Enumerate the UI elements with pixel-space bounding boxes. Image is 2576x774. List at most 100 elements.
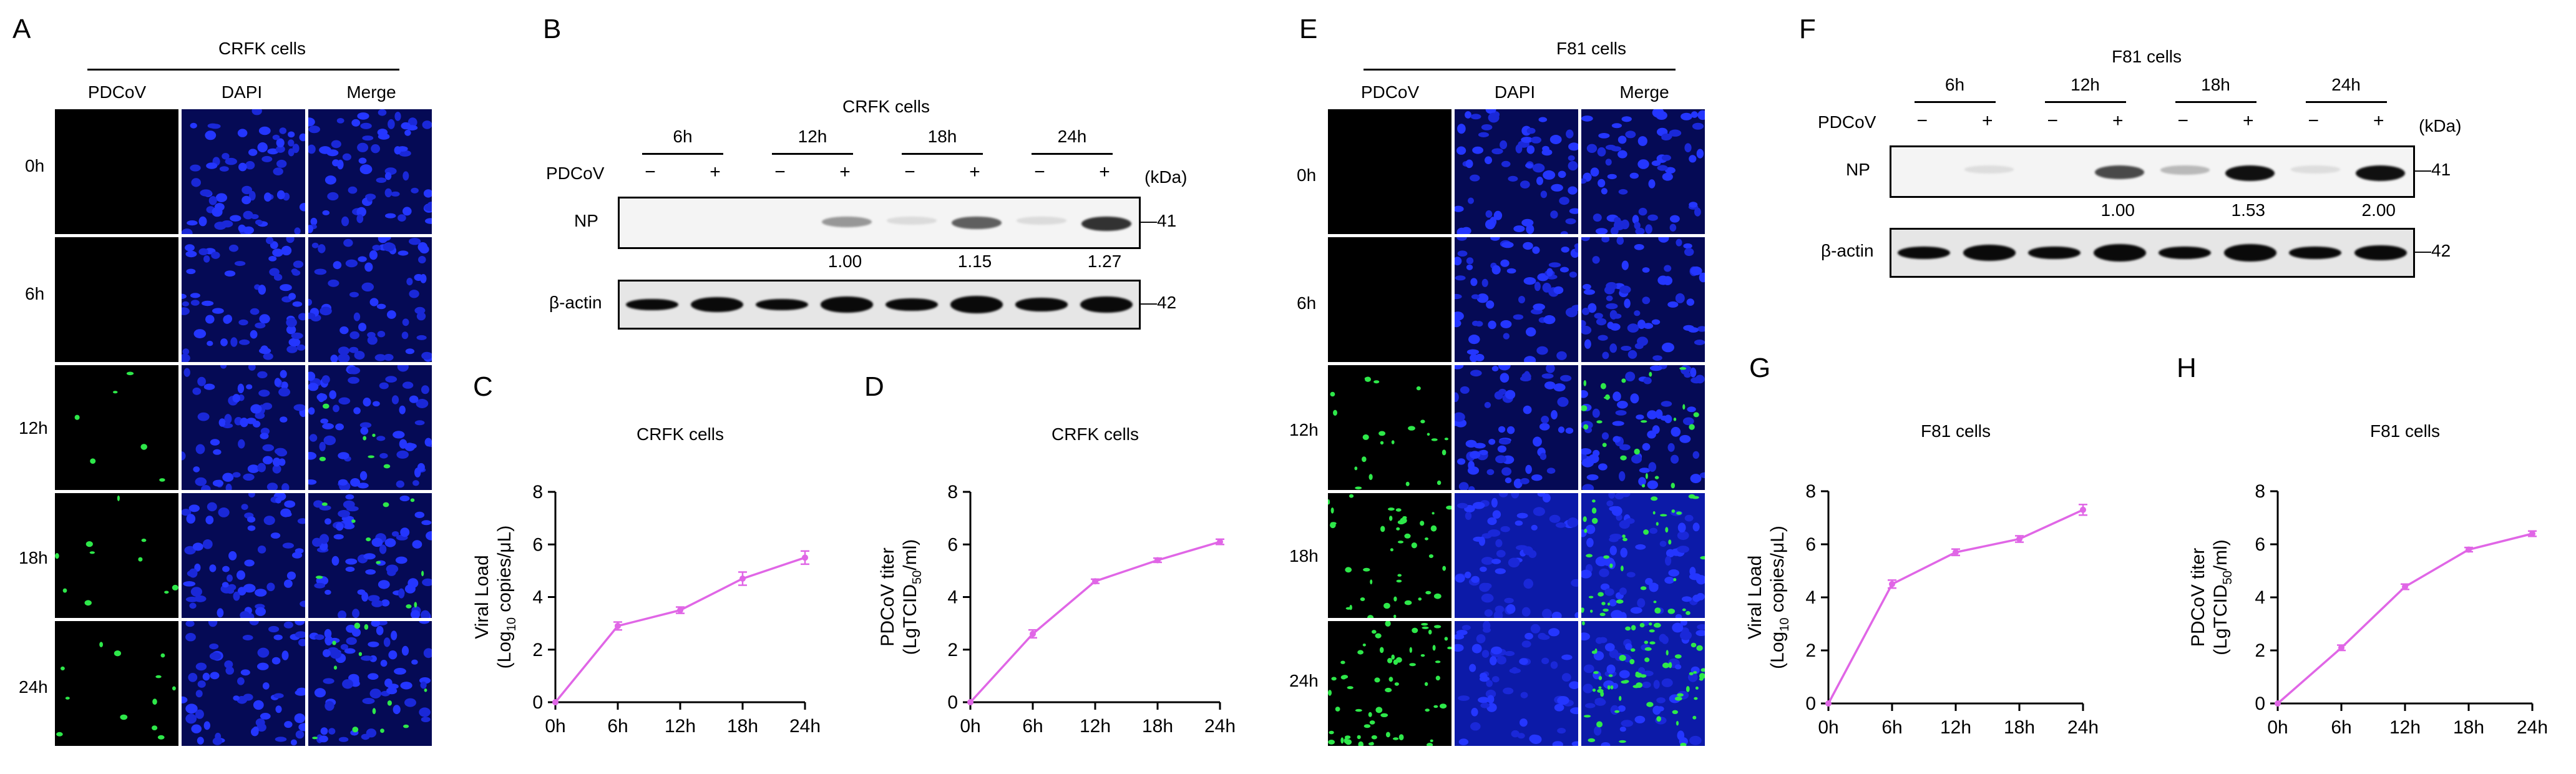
time-label-6h: 6h [673,127,693,146]
data-point-1 [1030,630,1036,637]
time-underline-24h [1032,153,1113,155]
y-axis-label: Viral Load [472,555,492,639]
panel-e-title: F81 cells [1556,39,1627,58]
data-point-3 [2016,536,2022,542]
np-ratio-0: 1.00 [2100,200,2135,220]
panel-a-row-18h: 18h [19,548,48,567]
y-tick-label-2: 2 [947,640,958,660]
panel-letter-a: A [12,14,31,44]
pdcov-sign-7: + [1099,162,1110,182]
np-band-5 [2225,165,2275,182]
merge-image-3 [308,493,432,618]
pdcov-sign-4: − [2177,110,2189,131]
np-label: NP [1846,160,1870,179]
data-point-1 [2338,644,2344,651]
actin-label: β-actin [1821,241,1874,260]
np-band-4 [887,217,937,225]
y-tick-label-8: 8 [947,482,958,502]
pdcov-image-4 [55,621,178,746]
panel-g-line-chart: F81 cells 0 2 4 6 8 0h 6h 12h 18h 24h Viral Load(Lo… [1745,421,2099,738]
data-point-2 [677,607,683,614]
actin-blot-strip [1890,228,2415,278]
np-ratio-0: 1.00 [827,252,862,271]
x-tick-label-24h: 24h [2517,717,2548,738]
np-band-5 [952,217,1002,230]
panel-d-line-chart: CRFK cells 0 2 4 6 8 0h 6h 12h 18h 24h PDCoV titer(… [877,424,1236,737]
actin-band-5 [2223,244,2276,262]
y-tick-label-0: 0 [532,692,543,713]
merge-image-1 [1581,237,1705,362]
dapi-image-2 [182,365,305,490]
panel-letter-f: F [1799,14,1816,44]
actin-band-1 [1963,245,2016,261]
chart-title: F81 cells [1921,421,1991,441]
chart-title: F81 cells [2370,421,2440,441]
x-tick-label-0h: 0h [960,716,980,737]
pdcov-sign-6: − [2308,110,2320,131]
time-label-24h: 24h [1057,127,1087,146]
time-underline-12h [2044,101,2126,103]
y-axis-label-units: (LgTCID50/ml) [900,539,924,655]
panel-e-row-12h: 12h [1289,420,1319,439]
panel-letter-g: G [1749,353,1771,383]
panel-a-row-6h: 6h [25,284,45,303]
x-tick-label-24h: 24h [789,716,821,737]
y-tick-label-2: 2 [532,640,543,660]
y-tick-label-6: 6 [947,534,958,555]
panel-f-title: F81 cells [2111,47,2182,66]
actin-band-5 [950,296,1003,313]
pdcov-image-0 [55,109,178,234]
data-point-4 [2080,506,2086,513]
pdcov-image-4 [1328,621,1451,746]
actin-band-4 [886,298,938,311]
y-tick-label-6: 6 [2255,534,2265,555]
merge-image-0 [1581,109,1705,234]
data-point-0 [2275,700,2281,707]
panel-b-title: CRFK cells [842,97,930,116]
dapi-image-0 [182,109,305,234]
dapi-image-4 [182,621,305,746]
x-tick-label-18h: 18h [727,716,758,737]
time-underline-6h [1914,101,1996,103]
np-band-3 [822,217,872,227]
x-tick-label-24h: 24h [1204,716,1236,737]
actin-band-3 [2093,244,2146,262]
data-point-2 [1953,549,1959,556]
data-point-3 [2466,546,2472,553]
pdcov-sign-3: + [2112,110,2124,131]
actin-band-3 [821,296,873,313]
x-tick-label-0h: 0h [545,716,565,737]
panel-letter-e: E [1299,14,1318,44]
series-line [2276,532,2533,705]
pdcov-sign-0: − [645,162,656,182]
y-axis-label: Viral Load [1745,556,1765,640]
pdcov-sign-1: + [1981,110,1993,131]
panel-e-row-24h: 24h [1289,671,1319,690]
y-tick-label-8: 8 [2255,481,2265,502]
time-label-18h: 18h [2201,75,2230,94]
y-axis-label-units: (LgTCID50/ml) [2210,539,2235,655]
x-tick-label-24h: 24h [2067,717,2099,738]
actin-band-2 [2028,246,2081,260]
actin-band-2 [756,298,808,311]
pdcov-image-3 [1328,493,1451,618]
pdcov-sign-2: − [2047,110,2059,131]
np-band-1 [1964,165,2014,174]
x-tick-label-18h: 18h [2004,717,2035,738]
panel-h-line-chart: F81 cells 0 2 4 6 8 0h 6h 12h 18h 24h PDCoV titer (L… [2188,421,2548,738]
data-point-0 [967,699,973,705]
time-underline-24h [2305,101,2387,103]
panel-e-row-6h: 6h [1297,293,1317,313]
np-label: NP [574,211,598,230]
actin-label: β-actin [549,293,602,312]
x-tick-label-12h: 12h [665,716,696,737]
merge-image-3 [1581,493,1705,618]
x-tick-label-12h: 12h [1080,716,1111,737]
actin-band-6 [2289,246,2342,260]
data-point-4 [802,554,808,561]
panel-e-title-underline [1364,69,1676,71]
pdcov-sign-4: − [904,162,915,182]
pdcov-image-0 [1328,109,1451,234]
panel-letter-d: D [864,371,884,402]
y-axis-label: PDCoV titer [2188,548,2208,647]
